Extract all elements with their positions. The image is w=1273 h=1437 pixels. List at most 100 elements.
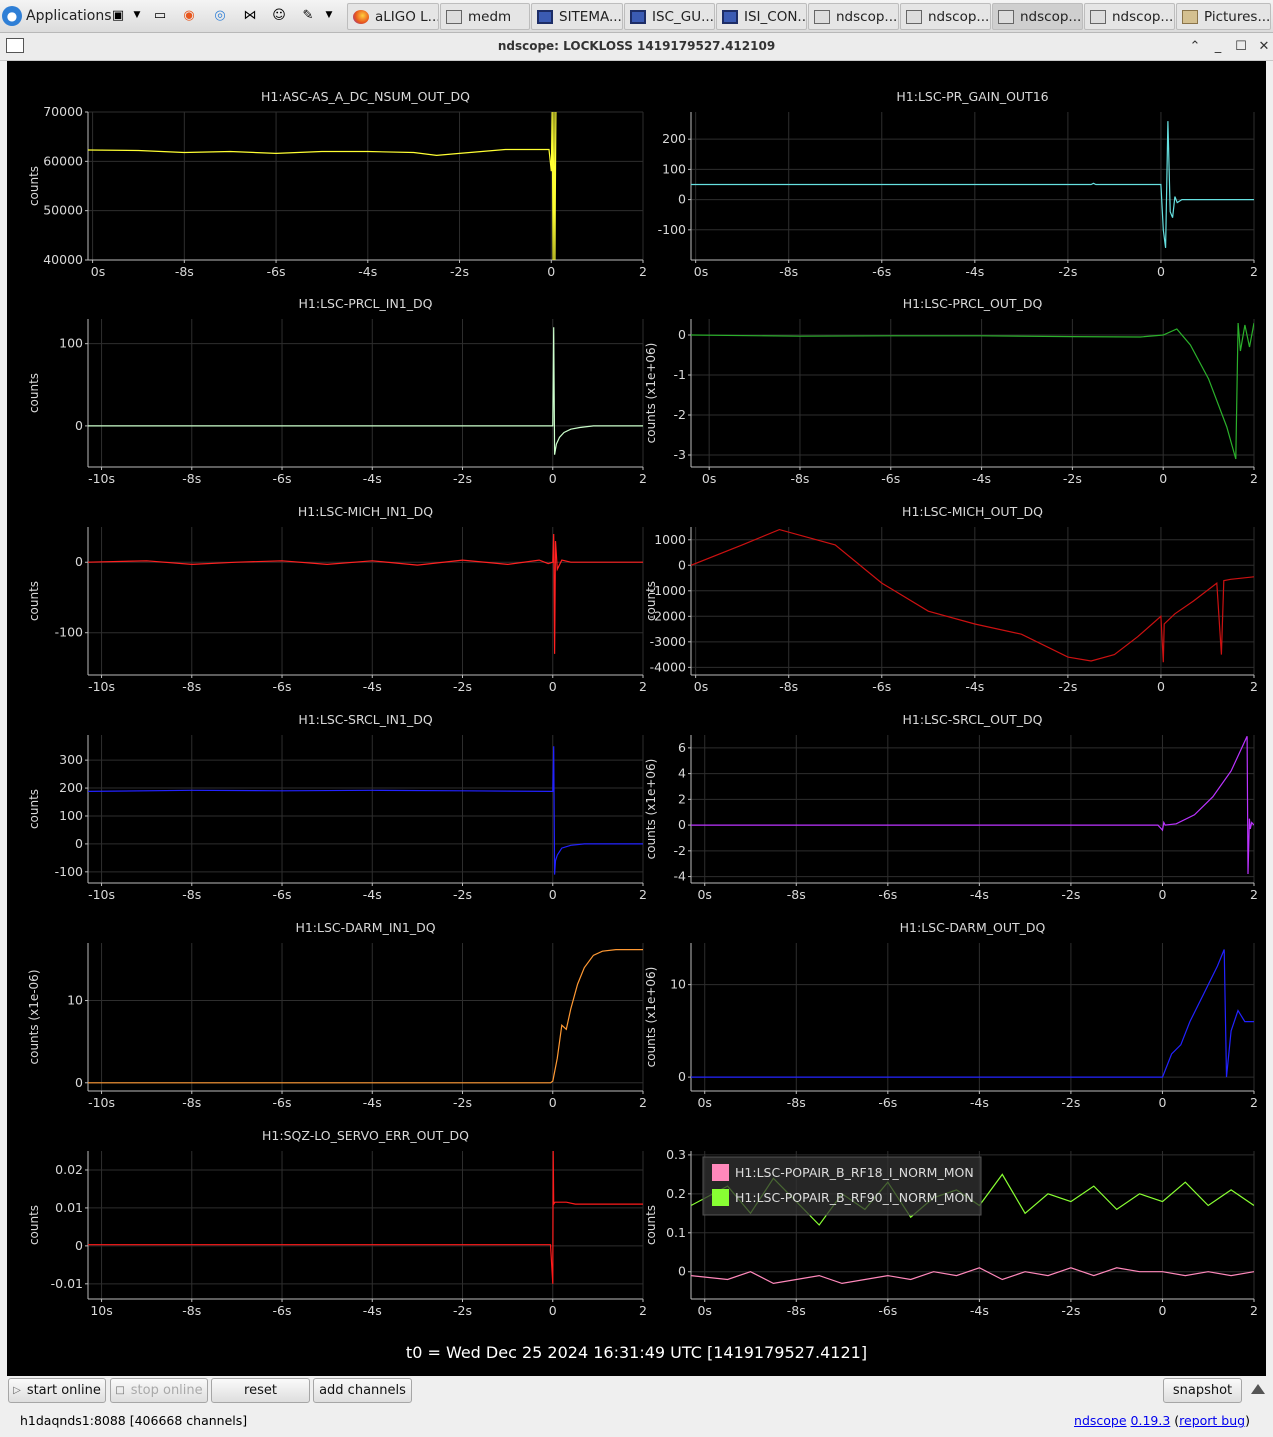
window-close-icon[interactable]: ✕ [1258,38,1270,54]
x-tick-label: 0 [549,1095,557,1110]
users-icon[interactable]: ☺ [272,7,286,23]
window-menu-icon[interactable] [6,38,24,53]
plot-title: H1:LSC-SRCL_IN1_DQ [298,712,433,727]
x-tick-label: -6s [878,1095,897,1110]
y-axis-label: counts [644,581,658,621]
y-tick-label: -2000 [650,608,686,623]
taskbar-task[interactable]: Pictures... [1176,3,1271,30]
applications-label: Applications [26,7,112,24]
add-channels-button[interactable]: add channels [313,1378,412,1403]
taskbar-task[interactable]: ndscop... [900,3,991,30]
taskbar-task[interactable]: ndscop... [808,3,899,30]
taskbar-task[interactable]: SITEMA... [531,3,623,30]
plot-title: H1:LSC-MICH_OUT_DQ [902,504,1043,519]
x-tick-label: 2 [639,264,647,279]
x-tick-label: 0 [1158,1303,1166,1318]
x-tick-label: -2s [1058,679,1077,694]
version-info: ndscope 0.19.3 (report bug) [1074,1413,1250,1428]
x-tick-label: -2s [1061,1095,1080,1110]
chevron-down-icon[interactable]: ▼ [325,10,333,20]
x-tick-label: -6s [878,1303,897,1318]
plot-area[interactable]: H1:ASC-AS_A_DC_NSUM_OUT_DQ counts 40000 500… [7,61,1266,1376]
chromium-launcher-icon[interactable]: ◎ [214,7,226,23]
taskbar-task-label: medm [468,8,512,25]
start-online-button[interactable]: ▷ start online [8,1378,106,1403]
x-tick-label: 0 [549,887,557,902]
y-tick-label: -3000 [650,634,686,649]
legend-label: H1:LSC-POPAIR_B_RF90_I_NORM_MON [735,1190,974,1205]
series-line-1 [691,121,1254,248]
x-tick-label: -6s [273,679,292,694]
x-tick-label: -6s [878,887,897,902]
reset-button[interactable]: reset [211,1378,310,1403]
taskbar-task[interactable]: medm [440,3,530,30]
series-line-1 [88,327,643,455]
window-minimize-icon[interactable]: _ [1214,38,1222,54]
window-icon [998,9,1014,24]
x-tick-label: 0 [1157,264,1165,279]
x-tick-label: -10s [88,1095,115,1110]
x-tick-label: 0s [697,887,711,902]
y-tick-label: -0.01 [51,1276,83,1291]
x-tick-label: 2 [639,679,647,694]
status-bar: h1daqnds1:8088 [406668 channels] ndscope… [0,1408,1273,1437]
firefox-launcher-icon[interactable]: ◉ [183,7,195,23]
y-tick-label: 70000 [43,104,83,119]
x-tick-label: -4s [363,679,382,694]
snapshot-button[interactable]: snapshot [1163,1378,1242,1403]
taskbar-task[interactable]: ISI_CON... [716,3,807,30]
y-tick-label: 0.02 [55,1162,83,1177]
y-tick-label: -2 [674,843,686,858]
y-tick-label: 50000 [43,203,83,218]
series-line-1 [691,322,1254,460]
x-tick-label: 2 [1250,264,1258,279]
ndscope-link[interactable]: ndscope [1074,1413,1127,1428]
window-titlebar[interactable]: ndscope: LOCKLOSS 1419179527.412109 ⌃ _ … [0,33,1273,61]
y-tick-label: -100 [55,864,83,879]
y-tick-label: 0 [678,327,686,342]
taskbar-task[interactable]: ndscop... [992,3,1083,30]
y-tick-label: 200 [662,131,686,146]
chevron-down-icon[interactable]: ▼ [133,10,141,20]
x-tick-label: 0 [1158,1095,1166,1110]
x-tick-label: -4s [972,471,991,486]
network-icon[interactable]: ⋈ [243,7,257,23]
applications-menu[interactable]: ● Applications [2,3,112,28]
series-line-1 [88,533,643,654]
window-shade-icon[interactable]: ⌃ [1189,38,1201,54]
terminal-icon [630,9,646,24]
x-tick-label: 2 [639,1095,647,1110]
version-link[interactable]: 0.19.3 [1130,1413,1171,1428]
y-tick-label: -1000 [650,583,686,598]
taskbar-task[interactable]: aLIGO L... [347,3,439,30]
taskbar-task-label: ndscop... [928,8,990,25]
taskbar-task[interactable]: ISC_GU... [624,3,715,30]
y-tick-label: 0.01 [55,1200,83,1215]
y-tick-label: 0 [678,192,686,207]
plots-svg[interactable]: H1:ASC-AS_A_DC_NSUM_OUT_DQcounts40000500… [7,61,1266,1376]
report-bug-link[interactable]: report bug [1179,1413,1246,1428]
expand-up-icon[interactable] [1251,1384,1265,1394]
x-tick-label: -8s [787,1303,806,1318]
series-line-1 [88,746,643,875]
y-tick-label: 1000 [654,532,686,547]
y-tick-label: 0.2 [666,1186,686,1201]
taskbar-task[interactable]: ndscop... [1084,3,1175,30]
stop-online-button[interactable]: □ stop online [110,1378,208,1403]
series-line-1 [691,736,1254,875]
file-manager-icon[interactable]: ▭ [153,7,167,23]
y-tick-label: -100 [658,222,686,237]
window-maximize-icon[interactable]: ☐ [1235,38,1247,54]
y-axis-label: counts [27,166,41,206]
x-tick-label: -8s [779,264,798,279]
text-editor-icon[interactable]: ✎ [302,7,314,23]
y-tick-label: 0 [75,836,83,851]
y-axis-label: counts [27,581,41,621]
x-tick-label: -2s [453,1095,472,1110]
x-tick-label: -8s [182,471,201,486]
terminal-launcher-icon[interactable]: ▣ [111,7,125,23]
